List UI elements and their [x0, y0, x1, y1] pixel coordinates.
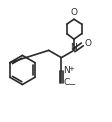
- Text: +: +: [68, 66, 74, 71]
- Text: O: O: [84, 39, 91, 48]
- Text: N: N: [71, 43, 77, 51]
- Text: C: C: [63, 78, 70, 87]
- Text: N: N: [63, 66, 70, 75]
- Text: −: −: [68, 80, 75, 89]
- Text: O: O: [70, 8, 77, 17]
